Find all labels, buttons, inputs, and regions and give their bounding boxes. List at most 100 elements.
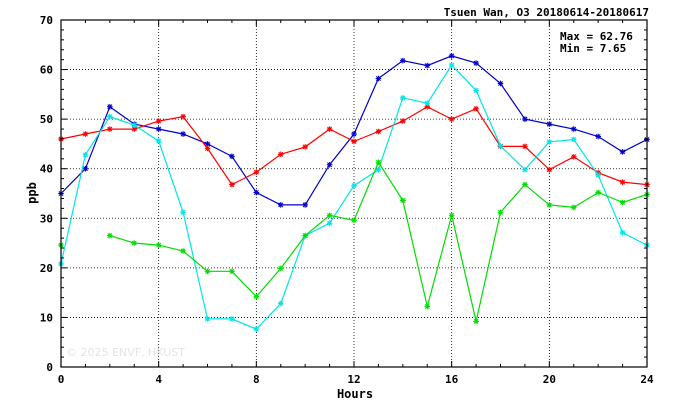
data-point <box>253 293 260 300</box>
data-point <box>155 118 162 124</box>
data-point <box>375 159 382 166</box>
data-point <box>570 154 577 160</box>
marker-stroke <box>498 209 503 215</box>
stat-min-label: Min = 7.65 <box>560 42 626 55</box>
marker-stroke <box>620 179 626 185</box>
data-point <box>619 199 626 206</box>
data-point <box>497 143 504 149</box>
marker-stroke <box>595 172 601 178</box>
watermark: © 2025 ENVF, HKUST <box>66 346 185 359</box>
marker-stroke <box>473 60 479 66</box>
data-point <box>253 169 260 175</box>
data-point <box>302 202 308 208</box>
marker-stroke <box>400 95 406 101</box>
data-point <box>351 138 357 145</box>
marker-stroke <box>82 131 88 137</box>
data-point <box>180 248 186 254</box>
y-tick-label: 50 <box>40 113 53 126</box>
data-point <box>619 149 626 155</box>
data-point <box>82 152 89 158</box>
marker-stroke <box>302 202 308 208</box>
marker-stroke <box>327 212 333 218</box>
data-point <box>619 229 626 236</box>
marker-stroke <box>229 153 235 159</box>
data-point <box>546 139 553 145</box>
marker-stroke <box>449 53 455 59</box>
x-tick-label: 20 <box>543 373 556 386</box>
data-point <box>229 181 235 188</box>
data-point <box>107 103 113 110</box>
marker-stroke <box>229 268 235 274</box>
data-point <box>546 202 553 208</box>
x-tick-label: 16 <box>445 373 459 386</box>
data-point <box>326 220 333 227</box>
data-point <box>107 232 113 239</box>
y-tick-label: 30 <box>40 212 53 225</box>
data-point <box>302 144 308 150</box>
data-point <box>448 62 455 68</box>
marker-stroke <box>278 151 284 157</box>
data-point <box>277 151 284 158</box>
data-point <box>82 131 89 137</box>
data-point <box>375 166 382 173</box>
marker-stroke <box>473 87 479 93</box>
marker-stroke <box>205 268 210 274</box>
marker-stroke <box>571 136 577 142</box>
y-tick-label: 70 <box>40 14 53 27</box>
y-tick-label: 10 <box>40 311 53 324</box>
marker-stroke <box>546 202 552 208</box>
marker-stroke <box>327 162 333 168</box>
data-point <box>497 209 504 216</box>
marker-stroke <box>205 141 210 147</box>
data-point <box>424 100 431 107</box>
data-point <box>522 166 528 173</box>
data-point <box>326 212 333 219</box>
marker-stroke <box>546 167 552 173</box>
data-point <box>400 197 406 204</box>
data-point <box>448 212 455 219</box>
marker-stroke <box>449 212 455 218</box>
data-point <box>595 172 601 178</box>
data-point <box>253 189 260 196</box>
data-point <box>595 133 601 140</box>
x-axis-label: Hours <box>337 387 373 401</box>
marker-stroke <box>473 106 479 112</box>
series-layer <box>58 53 650 332</box>
marker-stroke <box>131 126 137 132</box>
data-point <box>204 268 211 275</box>
data-point <box>497 80 504 87</box>
marker-stroke <box>351 183 357 189</box>
data-point <box>570 126 577 132</box>
marker-stroke <box>180 209 186 215</box>
marker-stroke <box>205 145 210 151</box>
marker-stroke <box>595 134 601 139</box>
data-point <box>424 62 431 69</box>
marker-stroke <box>327 126 333 132</box>
marker-stroke <box>620 149 626 155</box>
data-point <box>473 318 479 325</box>
marker-stroke <box>449 62 455 68</box>
data-point <box>619 179 626 185</box>
marker-stroke <box>278 301 284 307</box>
marker-stroke <box>375 159 381 165</box>
data-point <box>546 166 553 173</box>
marker-stroke <box>400 197 406 203</box>
marker-stroke <box>229 182 235 188</box>
marker-stroke <box>546 139 552 145</box>
marker-stroke <box>107 233 113 239</box>
marker-stroke <box>375 167 381 173</box>
marker-stroke <box>449 116 455 122</box>
chart-title: Tsuen Wan, O3 20180614-20180617 <box>444 6 649 19</box>
marker-stroke <box>302 144 308 150</box>
marker-stroke <box>571 126 577 132</box>
axis-ticks: 0 10 20 30 40 50 60 70 0 4 8 12 16 20 24 <box>40 14 654 386</box>
series-line <box>60 106 648 186</box>
data-point <box>107 126 113 132</box>
marker-stroke <box>498 80 503 86</box>
marker-stroke <box>327 220 333 226</box>
marker-stroke <box>156 242 162 248</box>
data-point <box>522 116 528 122</box>
marker-stroke <box>571 204 577 210</box>
marker-stroke <box>522 116 528 122</box>
